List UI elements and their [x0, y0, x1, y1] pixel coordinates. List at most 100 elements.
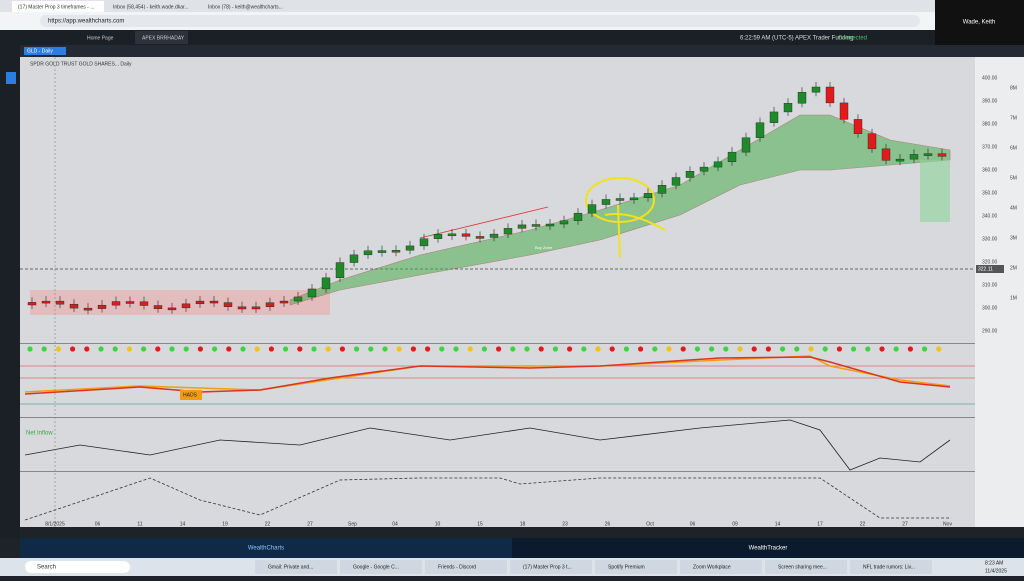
signal-dot — [325, 346, 331, 352]
signal-dot — [595, 346, 601, 352]
taskbar-app[interactable] — [255, 560, 337, 574]
taskbar-app[interactable] — [680, 560, 762, 574]
taskbar-app[interactable] — [850, 560, 932, 574]
candle — [349, 254, 359, 263]
signal-dot — [481, 346, 487, 352]
volume-tick: 1M — [1010, 295, 1017, 301]
signal-dot — [112, 346, 118, 352]
price-tick: 400.00 — [982, 75, 998, 81]
annotation — [585, 177, 655, 223]
candle — [83, 307, 93, 311]
pane-divider — [20, 417, 975, 418]
signal-dot — [709, 346, 715, 352]
candle — [167, 307, 177, 311]
signal-dot — [510, 346, 516, 352]
signal-dot — [609, 346, 615, 352]
candle — [307, 288, 317, 298]
signal-dot — [567, 346, 573, 352]
date-tick: 06 — [95, 521, 101, 527]
signal-dot — [410, 346, 416, 352]
tab-title: (17) Master Prop 3 timeframes - ... — [18, 4, 94, 10]
browser-tab[interactable] — [107, 1, 199, 12]
candle — [27, 302, 37, 306]
candle — [923, 153, 933, 156]
price-badge — [976, 265, 1004, 273]
signal-dot — [794, 346, 800, 352]
signal-dot — [98, 346, 104, 352]
candle — [475, 236, 485, 239]
signal-dot — [197, 346, 203, 352]
projection — [920, 160, 950, 222]
volume-tick: 2M — [1010, 265, 1017, 271]
signal-dot — [41, 346, 47, 352]
signal-dot — [851, 346, 857, 352]
search-box[interactable] — [25, 561, 130, 573]
taskbar-app[interactable] — [340, 560, 422, 574]
signal-dot — [751, 346, 757, 352]
signal-dot — [84, 346, 90, 352]
taskbar-app[interactable] — [765, 560, 847, 574]
chart-header — [20, 45, 1024, 57]
candle — [503, 228, 513, 235]
date-tick: 06 — [690, 521, 696, 527]
signal-dot — [581, 346, 587, 352]
footer-tab[interactable] — [20, 538, 512, 558]
candle — [489, 233, 499, 238]
signal-dot — [680, 346, 686, 352]
volume-tick: 5M — [1010, 175, 1017, 181]
taskbar-app[interactable] — [510, 560, 592, 574]
taskbar-app-title: Google - Google C... — [353, 564, 399, 570]
candle — [545, 223, 555, 227]
net-inflow: Net Inflow — [26, 431, 53, 437]
candle — [125, 301, 135, 304]
signal-dot — [524, 346, 530, 352]
signal-dot — [723, 346, 729, 352]
browser-tab[interactable] — [12, 1, 104, 12]
signal-dot — [396, 346, 402, 352]
volume-tick: 7M — [1010, 115, 1017, 121]
date-tick: 09 — [732, 521, 738, 527]
signal-dot — [453, 346, 459, 352]
app-tab[interactable] — [80, 31, 133, 44]
address-bar[interactable] — [40, 15, 920, 27]
candle — [363, 250, 373, 256]
candle — [181, 303, 191, 309]
taskbar-app[interactable] — [595, 560, 677, 574]
signal-dot — [183, 346, 189, 352]
candle — [671, 177, 681, 186]
signal-dot — [297, 346, 303, 352]
footer-label: WealthTracker — [749, 546, 788, 552]
signal-dot — [339, 346, 345, 352]
tab-title: Inbox (58,454) - keith.wade.dkar... — [113, 4, 189, 10]
candle — [629, 197, 639, 201]
add-button[interactable] — [6, 72, 16, 84]
volume-tick: 8M — [1010, 85, 1017, 91]
signal-dot — [354, 346, 360, 352]
hads: HADS — [183, 392, 198, 398]
candle — [797, 92, 807, 104]
candle — [685, 171, 695, 178]
signal-dot — [907, 346, 914, 352]
symbol-tab[interactable] — [24, 47, 66, 55]
signal-dot — [765, 346, 772, 352]
app-tab[interactable] — [135, 31, 188, 44]
trend-line — [419, 206, 549, 239]
inflow-line — [24, 419, 951, 471]
candle — [517, 224, 527, 229]
candle — [139, 301, 149, 306]
price-tick: 310.00 — [982, 282, 998, 288]
footer-tab[interactable] — [512, 538, 1024, 558]
candle — [223, 302, 233, 307]
taskbar-app[interactable] — [425, 560, 507, 574]
date-tick: 18 — [520, 521, 526, 527]
price-tick: 390.00 — [982, 98, 998, 104]
taskbar-app-title: Spotify Premium — [608, 564, 645, 570]
connection: Connected — [838, 36, 867, 42]
candle — [153, 305, 163, 309]
browser-tab[interactable] — [202, 1, 294, 12]
candle — [811, 86, 821, 93]
candle — [615, 198, 625, 201]
candle — [433, 233, 443, 239]
candle — [895, 158, 905, 162]
candle — [783, 103, 793, 113]
